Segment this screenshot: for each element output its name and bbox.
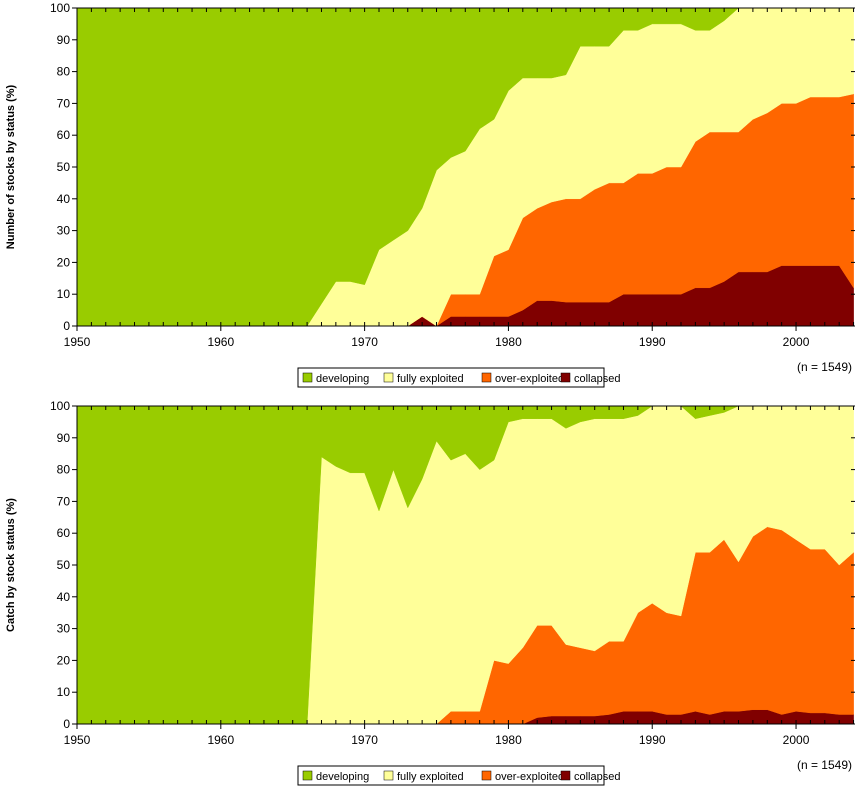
x-tick-label: 1950 [64,733,91,747]
x-tick-label: 1970 [351,733,378,747]
x-tick-label: 1990 [639,733,666,747]
sample-size-annotation: (n = 1549) [797,360,852,374]
y-tick-label: 60 [57,128,71,142]
legend-label: developing [316,771,369,783]
legend: developing fully exploited over-exploited c… [297,367,620,388]
legend-label: developing [316,373,369,385]
x-tick-label: 1980 [495,733,522,747]
y-tick-label: 70 [57,494,71,508]
legend-box [297,367,605,388]
y-axis-label: Catch by stock status (%) [5,498,17,632]
y-tick-label: 60 [57,526,71,540]
legend-swatch [481,770,492,781]
y-tick-label: 20 [57,255,71,269]
legend-label: fully exploited [397,373,464,385]
y-tick-label: 80 [57,65,71,79]
legend-item-over-exploited: over-exploited [481,770,564,783]
legend-swatch [560,372,571,383]
y-tick-label: 40 [57,590,71,604]
legend-item-over-exploited: over-exploited [481,372,564,385]
y-tick-label: 0 [63,319,70,333]
legend-swatch [383,770,394,781]
legend-swatch [481,372,492,383]
legend-label: collapsed [574,771,620,783]
y-tick-label: 0 [63,717,70,731]
chart-number-of-stocks: Number of stocks by status (%) (n = 1549… [5,1,855,388]
legend-swatch [560,770,571,781]
legend-label: collapsed [574,373,620,385]
legend-item-developing: developing [302,770,369,783]
legend-swatch [383,372,394,383]
y-tick-label: 90 [57,33,71,47]
legend-item-collapsed: collapsed [560,372,620,385]
x-tick-label: 1950 [64,335,91,349]
legend-item-fully-exploited: fully exploited [383,372,464,385]
y-tick-label: 90 [57,431,71,445]
x-tick-label: 2000 [783,733,810,747]
y-tick-label: 30 [57,224,71,238]
y-tick-label: 10 [57,287,71,301]
y-tick-label: 10 [57,685,71,699]
legend-item-collapsed: collapsed [560,770,620,783]
legend-swatch [302,770,313,781]
legend-label: over-exploited [495,771,564,783]
y-tick-label: 70 [57,96,71,110]
chart-catch-by-status: Catch by stock status (%) (n = 1549) 195… [5,399,855,786]
x-tick-label: 1960 [207,733,234,747]
legend-swatch [302,372,313,383]
y-tick-label: 100 [50,399,70,413]
y-tick-label: 80 [57,463,71,477]
y-tick-label: 20 [57,653,71,667]
legend-label: fully exploited [397,771,464,783]
legend-item-developing: developing [302,372,369,385]
y-tick-label: 30 [57,622,71,636]
legend-item-fully-exploited: fully exploited [383,770,464,783]
x-tick-label: 1970 [351,335,378,349]
x-tick-label: 1980 [495,335,522,349]
y-axis-label: Number of stocks by status (%) [5,84,17,249]
x-tick-label: 1990 [639,335,666,349]
x-tick-label: 1960 [207,335,234,349]
y-tick-label: 50 [57,160,71,174]
sample-size-annotation: (n = 1549) [797,758,852,772]
x-tick-label: 2000 [783,335,810,349]
y-tick-label: 40 [57,192,71,206]
y-tick-label: 100 [50,1,70,15]
legend: developing fully exploited over-exploited c… [297,765,620,786]
legend-box [297,765,605,786]
y-tick-label: 50 [57,558,71,572]
legend-label: over-exploited [495,373,564,385]
